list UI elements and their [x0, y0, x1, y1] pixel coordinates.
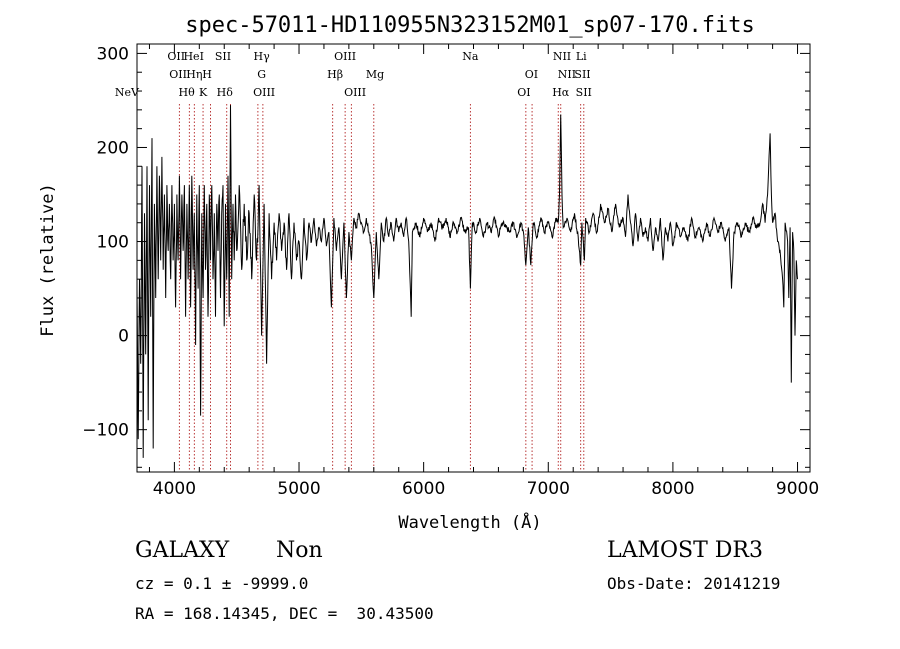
line-label: NII	[553, 50, 571, 63]
line-label: G	[257, 68, 266, 81]
line-label: H	[202, 68, 212, 81]
line-label: K	[199, 86, 208, 99]
line-label: OIII	[344, 86, 366, 99]
line-label: NeV	[115, 86, 140, 99]
y-tick-label: 0	[118, 327, 129, 347]
line-label: HeI	[183, 50, 203, 63]
axis-ticks	[137, 44, 810, 472]
object-subclass: Non	[276, 538, 323, 563]
chart-title: spec-57011-HD110955N323152M01_sp07-170.f…	[185, 13, 755, 38]
line-label: Hβ	[327, 68, 343, 81]
line-label: OII	[167, 50, 185, 63]
line-label: Hθ	[178, 86, 195, 99]
y-axis-label: Flux (relative)	[38, 183, 58, 337]
y-tick-label: 300	[97, 44, 129, 64]
ra-dec-line: RA = 168.14345, DEC = 30.43500	[135, 604, 434, 623]
line-label: Na	[462, 50, 479, 63]
x-tick-label: 4000	[153, 479, 196, 499]
line-label: OIII	[253, 86, 275, 99]
x-tick-label: 5000	[277, 479, 320, 499]
observation-date: Obs-Date: 20141219	[607, 574, 781, 593]
line-label: SII	[215, 50, 231, 63]
x-tick-label: 8000	[651, 479, 694, 499]
x-axis-label: Wavelength (Å)	[398, 511, 541, 533]
line-label: Hδ	[217, 86, 234, 99]
spectrum-line	[136, 105, 798, 458]
y-tick-label: −100	[82, 421, 129, 441]
tick-labels: 4000 5000 6000 7000 8000 9000 −100 0 100 200 300	[82, 44, 819, 499]
line-label: SII	[574, 68, 590, 81]
x-tick-label: 9000	[776, 479, 819, 499]
y-tick-label: 100	[97, 233, 129, 253]
redshift-line: cz = 0.1 ± -9999.0	[135, 574, 309, 593]
line-label: OIII	[334, 50, 356, 63]
line-label: OII	[169, 68, 187, 81]
line-label: Li	[576, 50, 587, 63]
line-label: Hα	[552, 86, 570, 99]
line-label: OI	[525, 68, 538, 81]
line-label: Hγ	[254, 50, 271, 63]
plot-frame	[136, 43, 811, 473]
survey-name: LAMOST DR3	[607, 538, 763, 563]
emission-line-markers	[178, 104, 585, 472]
line-label: Mg	[366, 68, 384, 81]
y-tick-label: 200	[97, 138, 129, 158]
spectrum-series	[136, 105, 798, 458]
line-label: OI	[517, 86, 530, 99]
line-label: Hη	[186, 68, 202, 81]
emission-line-labels: NeVOIIOIIHθHeIHηKHSIIHδHγGOIIIOIIIHβOIII…	[115, 50, 592, 99]
x-tick-label: 6000	[402, 479, 445, 499]
line-label: SII	[576, 86, 592, 99]
line-label: NII	[558, 68, 576, 81]
x-tick-label: 7000	[527, 479, 570, 499]
object-class: GALAXY	[135, 538, 230, 563]
